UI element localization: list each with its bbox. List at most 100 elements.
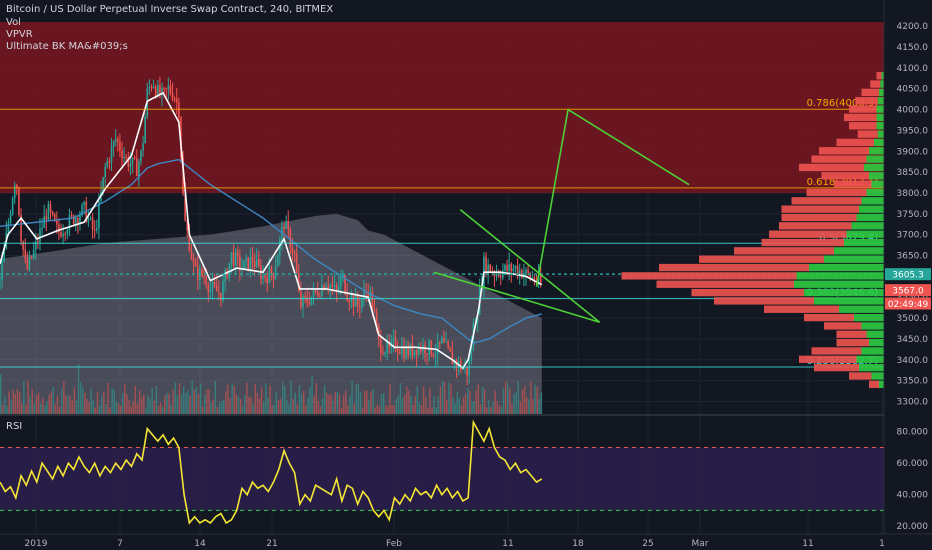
volume-bar (258, 398, 261, 414)
vp-sell-bar (781, 205, 859, 213)
vp-buy-bar (876, 122, 884, 130)
volume-bar (382, 393, 385, 414)
volume-bar (488, 399, 490, 414)
volume-bar (138, 390, 141, 414)
volume-bar (357, 384, 360, 414)
volume-bar (103, 391, 105, 414)
candle-body (470, 347, 473, 361)
candle-body (310, 296, 313, 305)
candle-body (403, 347, 405, 359)
volume-bar (361, 407, 364, 414)
indicator-vpvr-label[interactable]: VPVR (6, 29, 33, 40)
price-tag-box (885, 268, 931, 281)
vp-sell-bar (799, 355, 857, 363)
projection-drawing (433, 108, 690, 324)
volume-bar (429, 387, 431, 414)
candle-body (274, 266, 277, 279)
candle-body (249, 256, 252, 270)
candle-body (87, 218, 90, 222)
vp-sell-bar (806, 188, 867, 197)
candle-body (510, 263, 513, 272)
volume-bar (328, 395, 330, 414)
candle-body (22, 241, 24, 250)
volume-bar (540, 392, 543, 414)
volume-bar (391, 404, 393, 414)
rsi-label[interactable]: RSI (6, 421, 23, 432)
volume-bar (172, 389, 174, 414)
volume-bar (418, 402, 421, 414)
volume-bar (427, 407, 429, 414)
candle-body (525, 269, 527, 275)
volume-bar (490, 407, 492, 414)
vp-buy-bar (824, 255, 884, 263)
candle-body (165, 88, 168, 90)
candle-body (247, 257, 250, 270)
candle-body (354, 295, 357, 307)
volume-bar (35, 395, 38, 414)
vp-sell-bar (814, 363, 859, 372)
volume-bar (414, 396, 416, 414)
candle-body (449, 347, 452, 352)
candle-body (142, 143, 144, 151)
vp-buy-bar (879, 380, 884, 388)
volume-bar (23, 381, 25, 414)
volume-bar (523, 385, 526, 414)
volume-bar (117, 403, 120, 414)
vp-sell-bar (857, 130, 878, 138)
vp-buy-bar (859, 363, 884, 372)
volume-bar (473, 401, 475, 414)
candle-body (323, 285, 325, 290)
candle-body (98, 200, 100, 229)
indicator-ma-label[interactable]: Ultimate BK MA&#039;s (6, 41, 128, 52)
volume-bar (315, 383, 317, 414)
candle-body (119, 141, 121, 151)
volume-bar (347, 405, 349, 414)
candle-body (83, 201, 85, 206)
volume-bar (353, 403, 355, 414)
candle-body (348, 300, 351, 303)
candle-body (226, 270, 229, 278)
volume-bar (481, 387, 484, 414)
vp-sell-bar (769, 230, 847, 238)
candle-body (316, 291, 319, 296)
price-tick-label: 3900.0 (897, 147, 929, 157)
volume-bar (298, 384, 301, 414)
vp-buy-bar (796, 272, 884, 280)
volume-bar (517, 380, 519, 414)
vp-buy-bar (856, 213, 884, 222)
volume-bar (332, 401, 334, 414)
volume-bar (340, 407, 343, 414)
candle-body (499, 275, 502, 278)
volume-bar (492, 401, 494, 414)
candle-body (213, 282, 216, 286)
indicator-vol-label[interactable]: Vol (6, 17, 21, 28)
volume-bar (355, 384, 357, 414)
candle-body (539, 274, 542, 285)
volume-bar (528, 399, 530, 414)
candle-body (47, 203, 50, 220)
volume-bar (21, 403, 23, 414)
rsi-band (0, 447, 884, 511)
candle-body (201, 268, 203, 276)
candle-body (161, 88, 163, 95)
volume-bar (52, 386, 54, 414)
candle-body (178, 102, 180, 118)
volume-bar (220, 401, 223, 414)
volume-bar (82, 387, 84, 414)
volume-bar (471, 401, 473, 414)
volume-bar (351, 381, 353, 414)
volume-bar (263, 401, 265, 414)
candle-body (243, 260, 245, 270)
volume-bar (284, 385, 286, 414)
candle-body (487, 264, 489, 274)
candle-body (430, 340, 433, 355)
volume-bar (153, 400, 155, 414)
volume-bar (195, 386, 198, 414)
candle-body (81, 205, 83, 216)
projection-up-leg (535, 109, 569, 287)
volume-bar (502, 388, 505, 414)
volume-bar (462, 397, 465, 414)
volume-bar (122, 392, 124, 414)
volume-bar (399, 383, 402, 414)
